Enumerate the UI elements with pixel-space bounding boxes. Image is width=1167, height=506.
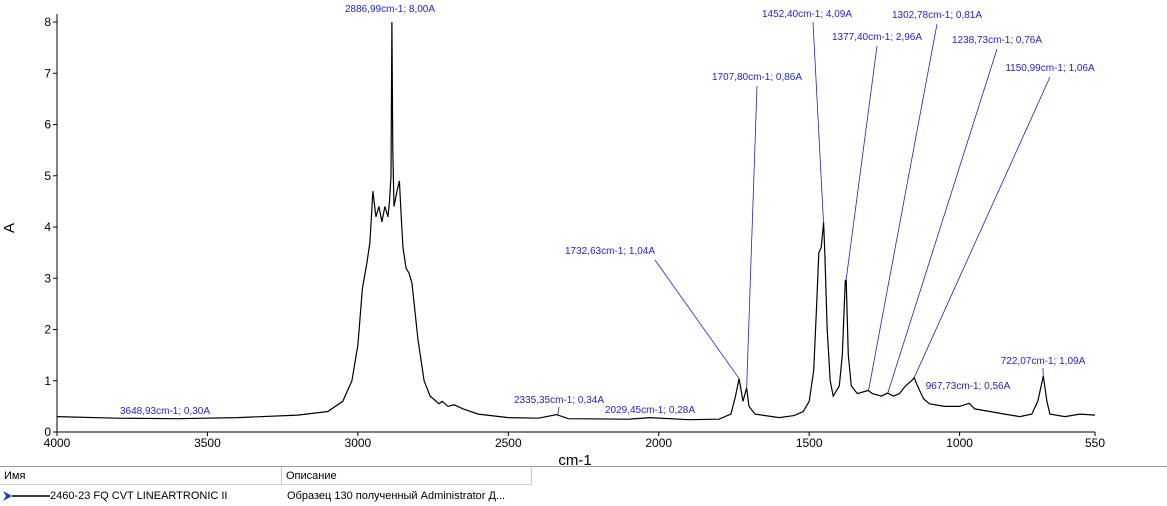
peak-label: 967,73cm-1; 0,56A bbox=[926, 381, 1011, 392]
legend-table: Имя Описание 2460-23 FQ CVT LINEARTRONIC… bbox=[0, 466, 1167, 506]
spectrum-line bbox=[57, 22, 1095, 420]
x-axis-label: cm-1 bbox=[558, 452, 591, 466]
column-header[interactable]: Описание bbox=[282, 467, 532, 485]
peak-leader bbox=[558, 407, 559, 415]
x-tick-label: 550 bbox=[1085, 436, 1105, 450]
x-tick-label: 4000 bbox=[44, 436, 71, 450]
peak-label: 1452,40cm-1; 4,09A bbox=[762, 9, 852, 20]
peak-label: 2886,99cm-1; 8,00A bbox=[345, 4, 435, 15]
peak-leader bbox=[914, 77, 1050, 378]
y-tick-label: 6 bbox=[44, 118, 51, 132]
peak-label: 2029,45cm-1; 0,28A bbox=[605, 405, 695, 416]
x-tick-label: 2000 bbox=[645, 436, 672, 450]
peak-leader bbox=[813, 22, 823, 222]
y-tick-label: 1 bbox=[44, 374, 51, 388]
peak-leader bbox=[888, 49, 997, 393]
peak-leader bbox=[747, 86, 757, 388]
peak-label: 1302,78cm-1; 0,81A bbox=[892, 10, 982, 21]
series-icon bbox=[2, 489, 50, 503]
peak-leader bbox=[655, 260, 739, 379]
x-tick-label: 3500 bbox=[194, 436, 221, 450]
series-name[interactable]: 2460-23 FQ CVT LINEARTRONIC II bbox=[50, 487, 227, 505]
y-tick-label: 8 bbox=[44, 15, 51, 29]
peak-leader bbox=[846, 46, 877, 280]
y-axis-label: A bbox=[1, 223, 18, 233]
y-tick-label: 3 bbox=[44, 271, 51, 285]
y-tick-label: 2 bbox=[44, 323, 51, 337]
peak-label: 1732,63cm-1; 1,04A bbox=[565, 246, 655, 257]
column-header[interactable]: Имя bbox=[0, 467, 282, 485]
peak-label: 3648,93cm-1; 0,30A bbox=[120, 406, 210, 417]
y-tick-label: 7 bbox=[44, 66, 51, 80]
x-tick-label: 3000 bbox=[345, 436, 372, 450]
peak-label: 1238,73cm-1; 0,76A bbox=[952, 35, 1042, 46]
series-description[interactable]: Образец 130 полученный Administrator Д..… bbox=[287, 487, 505, 505]
peak-label: 1707,80cm-1; 0,86A bbox=[712, 72, 802, 83]
peak-leader bbox=[869, 24, 937, 390]
peak-label: 1150,99cm-1; 1,06A bbox=[1005, 63, 1095, 74]
peak-label: 1377,40cm-1; 2,96A bbox=[832, 32, 922, 43]
x-tick-label: 2500 bbox=[495, 436, 522, 450]
x-tick-label: 1500 bbox=[796, 436, 823, 450]
y-tick-label: 4 bbox=[44, 220, 51, 234]
x-tick-label: 1000 bbox=[946, 436, 973, 450]
peak-label: 2335,35cm-1; 0,34A bbox=[514, 395, 604, 406]
peak-label: 722,07cm-1; 1,09A bbox=[1001, 356, 1086, 367]
y-tick-label: 5 bbox=[44, 169, 51, 183]
